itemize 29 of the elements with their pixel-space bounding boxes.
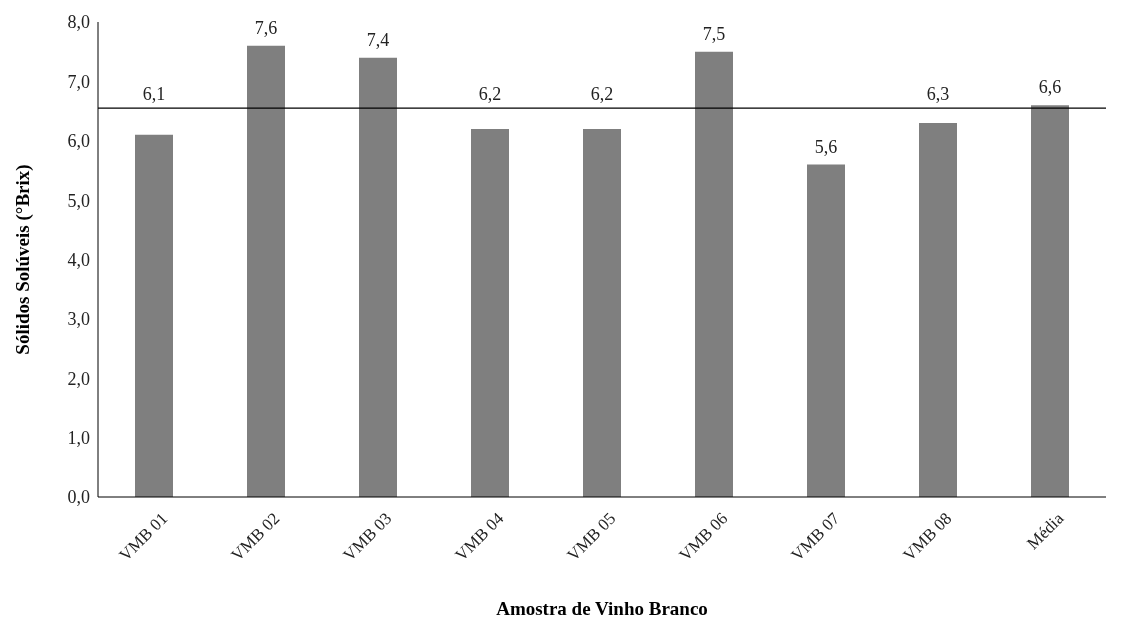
bar <box>583 128 621 497</box>
bar <box>919 122 957 497</box>
bar <box>135 134 173 497</box>
y-tick-label: 1,0 <box>67 428 90 449</box>
bar <box>1031 105 1069 497</box>
y-tick-label: 6,0 <box>67 131 90 152</box>
bar <box>471 128 509 497</box>
bar <box>247 45 285 497</box>
data-label: 7,5 <box>702 23 726 44</box>
bar <box>359 57 397 497</box>
y-tick-label: 7,0 <box>67 71 90 92</box>
y-tick-label: 2,0 <box>67 368 90 389</box>
y-tick-label: 4,0 <box>67 249 90 270</box>
data-label: 6,1 <box>142 84 166 105</box>
data-label: 6,3 <box>926 84 950 105</box>
bar <box>695 51 733 497</box>
data-label: 5,6 <box>814 136 838 157</box>
y-tick-label: 3,0 <box>67 309 90 330</box>
bar <box>807 164 845 497</box>
y-tick-label: 8,0 <box>67 12 90 33</box>
y-tick-label: 0,0 <box>67 487 90 508</box>
data-label: 6,2 <box>590 84 614 105</box>
y-axis-title: Sólidos Solúveis (°Brix) <box>11 164 34 355</box>
data-label: 7,4 <box>366 29 390 50</box>
x-axis-title: Amostra de Vinho Branco <box>496 598 708 619</box>
data-label: 6,6 <box>1038 77 1062 98</box>
data-label: 7,6 <box>254 17 278 38</box>
data-label: 6,2 <box>478 84 502 105</box>
y-tick-label: 5,0 <box>67 190 90 211</box>
